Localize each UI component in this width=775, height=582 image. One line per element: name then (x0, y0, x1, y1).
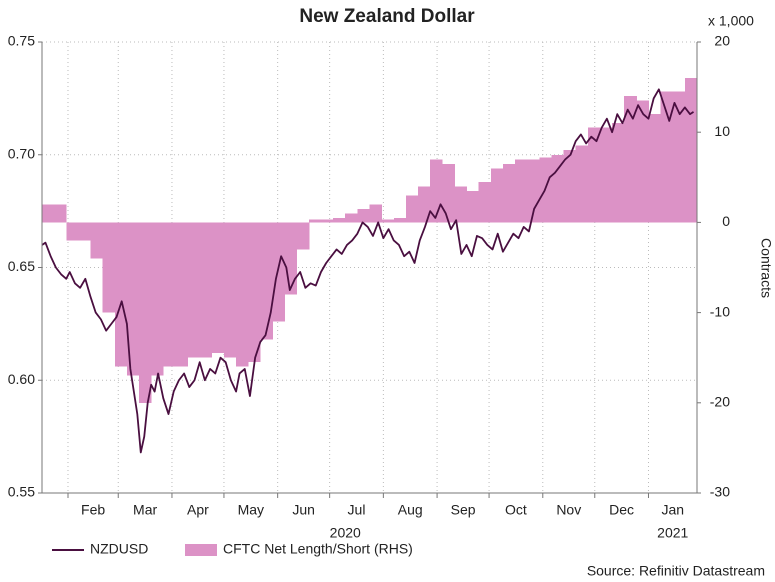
area-step (42, 204, 55, 223)
x-tick-label: Oct (505, 502, 527, 518)
area-step (612, 123, 625, 223)
area-step (575, 145, 589, 223)
area-step (284, 222, 298, 295)
area-series (42, 78, 698, 403)
area-step (308, 219, 322, 223)
area-step (381, 219, 395, 223)
x-tick-label: Jan (661, 502, 684, 518)
area-step (126, 222, 140, 376)
area-step (527, 159, 540, 223)
area-step (684, 78, 698, 223)
area-step (187, 222, 201, 358)
x-tick-label: Mar (133, 502, 157, 518)
area-step (393, 217, 407, 223)
area-step (223, 222, 237, 358)
x-tick-label: Nov (556, 502, 581, 518)
area-step (490, 168, 504, 223)
area-step (102, 222, 116, 313)
area-step (345, 213, 358, 223)
area-step (442, 163, 455, 223)
area-step (502, 163, 516, 223)
y2-tick-label: -10 (710, 303, 730, 319)
line (41, 88, 695, 454)
area-step (90, 222, 104, 259)
area-step (551, 154, 564, 223)
area-step (151, 222, 164, 376)
area-step (405, 195, 419, 223)
legend-label: NZDUSD (90, 541, 148, 557)
area-step (624, 96, 637, 223)
area-step (66, 222, 79, 241)
area-step (78, 222, 91, 241)
area-step (175, 222, 188, 367)
x-tick-label: Jul (348, 502, 366, 518)
area-step (54, 204, 67, 223)
area-step (211, 222, 225, 354)
y2-tick-label: 20 (714, 33, 730, 49)
x-tick-label: Jun (292, 502, 315, 518)
x-year-label: 2021 (657, 525, 688, 541)
y-tick-label: 0.70 (8, 145, 35, 161)
y2-axis-label: Contracts (758, 238, 774, 298)
area-step (660, 91, 674, 223)
x-year-label: 2020 (330, 525, 361, 541)
y-tick-label: 0.65 (8, 258, 35, 274)
area-step (260, 222, 273, 340)
area-step (599, 127, 613, 223)
y2-tick-label: -20 (710, 394, 730, 410)
area-step (369, 204, 383, 223)
area-step (563, 150, 577, 223)
area-step (272, 222, 285, 322)
area-step (478, 181, 492, 223)
area-step (515, 159, 528, 223)
x-tick-label: Feb (81, 502, 105, 518)
area-step (236, 222, 249, 367)
x-tick-label: Apr (187, 502, 209, 518)
area-step (333, 217, 346, 223)
y-tick-label: 0.55 (8, 484, 35, 500)
source: Source: Refinitiv Datastream (587, 563, 765, 579)
area-step (296, 222, 310, 250)
area-step (139, 222, 152, 403)
y2-tick-label: 0 (722, 213, 730, 229)
y-tick-label: 0.60 (8, 371, 35, 387)
area-step (248, 222, 261, 363)
area-step (648, 114, 662, 223)
area-step (672, 91, 686, 223)
legend-swatch (185, 544, 217, 556)
chart-title: New Zealand Dollar (299, 6, 475, 27)
y-tick-label: 0.75 (8, 33, 35, 49)
area-step (163, 222, 176, 367)
y2-tick-label: -30 (710, 484, 730, 500)
area-step (454, 186, 467, 223)
line-series (41, 88, 695, 454)
x-tick-label: Dec (609, 502, 634, 518)
legend-label: CFTC Net Length/Short (RHS) (223, 541, 413, 557)
area-step (199, 222, 213, 358)
area-step (418, 186, 431, 223)
area-step (466, 190, 480, 223)
area-step (114, 222, 128, 367)
x-tick-label: Aug (398, 502, 423, 518)
area-step (587, 127, 601, 223)
y2-tick-label: 10 (714, 123, 730, 139)
y2-unit: x 1,000 (708, 13, 754, 29)
x-tick-label: Sep (451, 502, 476, 518)
area-step (357, 208, 370, 223)
area-step (320, 219, 334, 223)
x-tick-label: May (238, 502, 264, 518)
area-step (636, 100, 649, 223)
